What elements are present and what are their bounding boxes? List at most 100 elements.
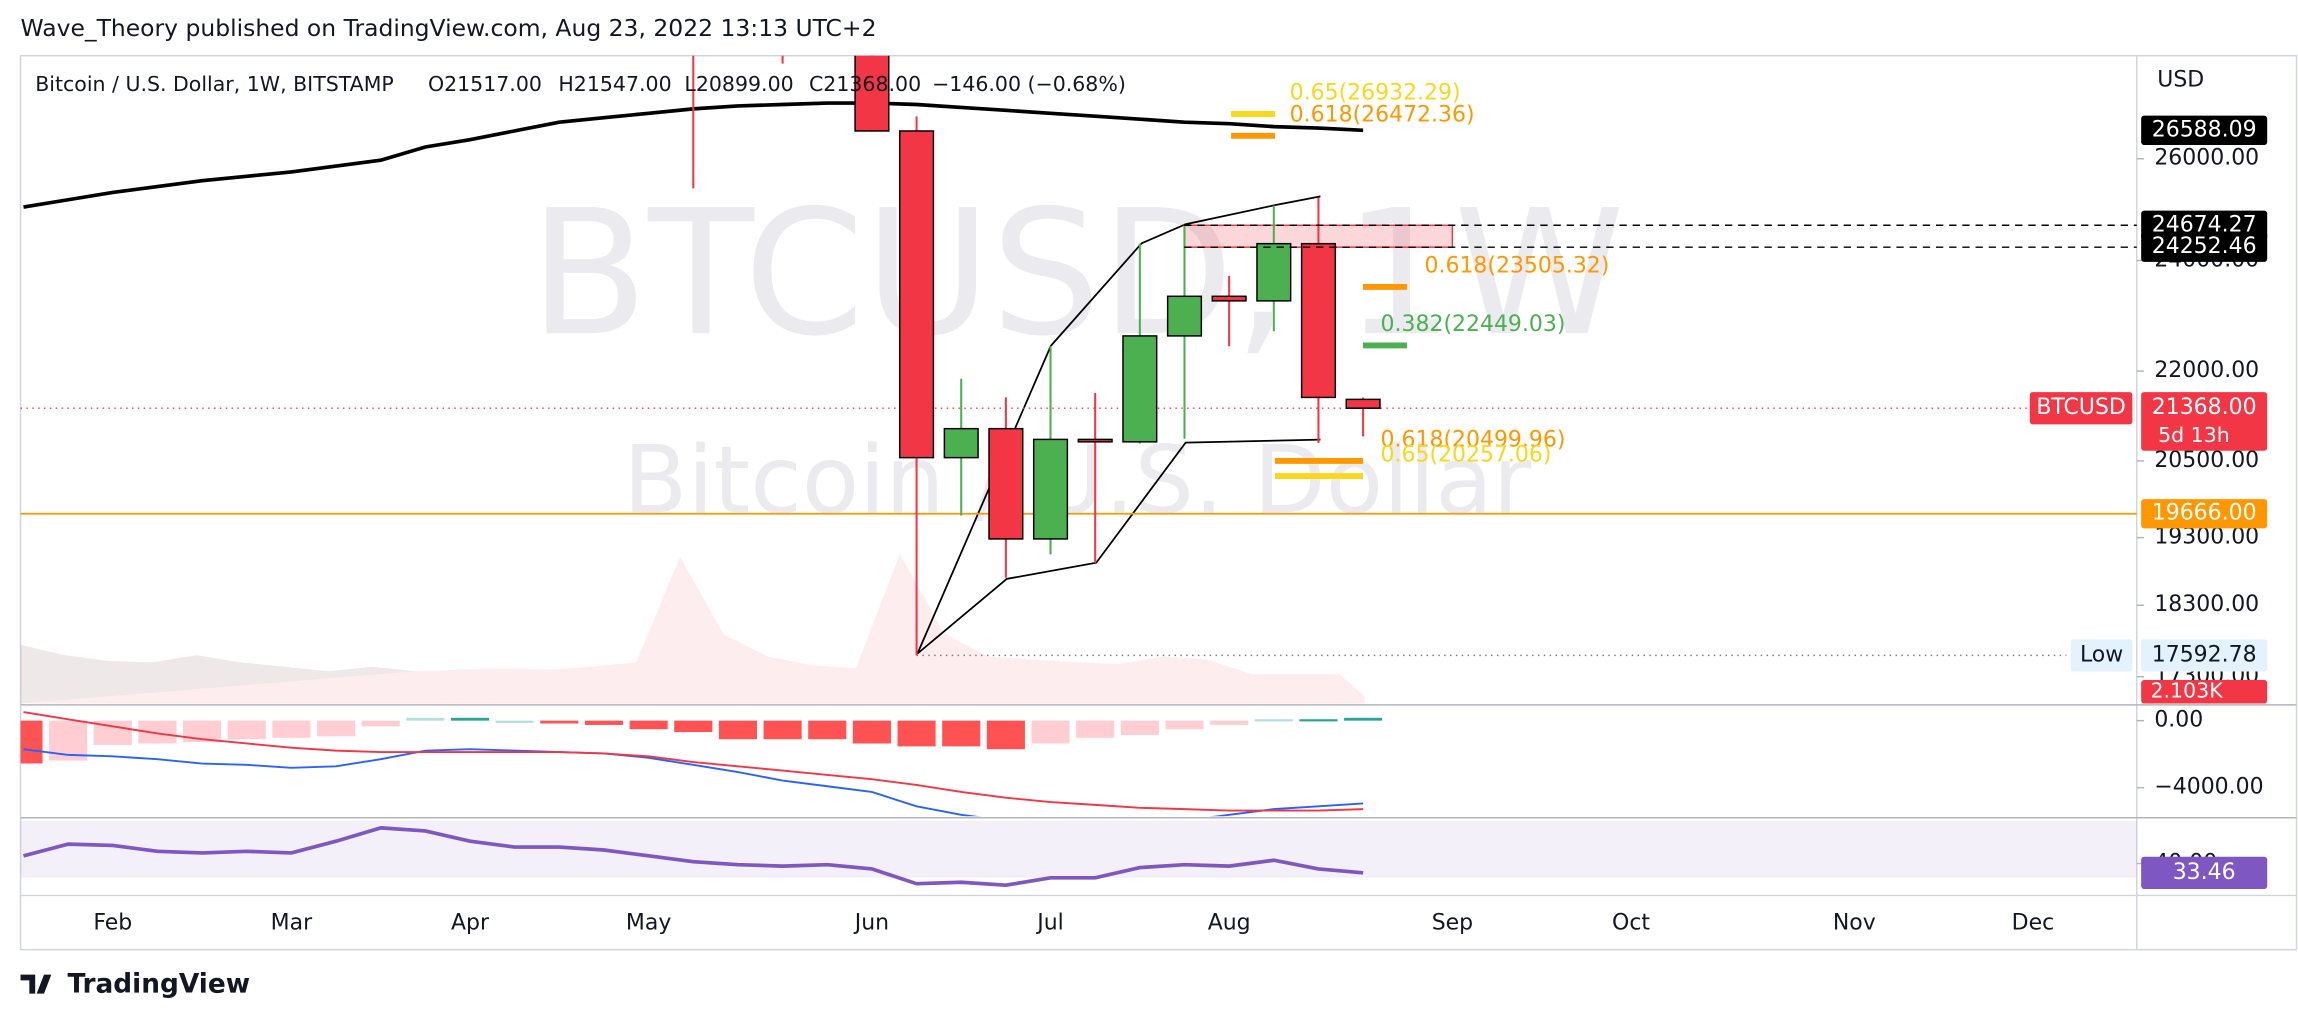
- macd-histogram-bar: [495, 720, 534, 723]
- y-tick-label: 22000.00: [2154, 358, 2259, 383]
- current-name: BTCUSD: [2036, 395, 2125, 420]
- macd-histogram-bar: [20, 720, 43, 764]
- rsi-band: [20, 820, 2137, 878]
- channel-line: [916, 438, 1321, 655]
- y-tick-label: 26000.00: [2154, 146, 2259, 171]
- macd-histogram-bar: [183, 720, 222, 743]
- macd-histogram-bar: [674, 720, 713, 733]
- y-tick-label: 20500.00: [2154, 448, 2259, 473]
- publisher: Wave_Theory published on TradingView.com…: [21, 14, 877, 42]
- macd-histogram-bar: [718, 720, 758, 740]
- x-tick-label: Feb: [93, 910, 132, 935]
- countdown: 5d 13h: [2158, 423, 2230, 447]
- low-value-label: 17592.78: [2152, 642, 2257, 667]
- rsi-pane: [20, 820, 2137, 888]
- signal-line: [23, 711, 1364, 812]
- macd-histogram-bar: [406, 717, 445, 721]
- price-pane: [20, 55, 2137, 704]
- legend-ohlc: −146.00 (−0.68%): [932, 72, 1126, 96]
- overlay: Feb Mar Apr May Jun Jul Aug Sep Oct Nov Dec 26000.0…: [93, 80, 2268, 935]
- candle-body: [1077, 438, 1113, 443]
- x-tick-label: May: [626, 910, 671, 935]
- macd-histogram-bar: [584, 720, 624, 725]
- candle-body: [1345, 398, 1381, 409]
- current-value: 21368.00: [2152, 395, 2257, 420]
- logo: TradingView: [20, 969, 250, 999]
- x-tick-label: Dec: [2012, 910, 2055, 935]
- legend-ohlc: L20899.00: [684, 72, 793, 96]
- candle-body: [1122, 335, 1158, 443]
- macd-histogram-bar: [361, 720, 400, 727]
- macd-histogram-bar: [897, 720, 936, 747]
- x-tick-label: Jul: [1035, 910, 1064, 935]
- macd-histogram-bar: [1210, 720, 1249, 725]
- fib-label: 0.618(23505.32): [1425, 253, 1610, 278]
- macd-histogram-bar: [763, 720, 802, 740]
- macd-line: [23, 748, 1364, 817]
- x-tick-label: Mar: [271, 910, 313, 935]
- volume-area: [20, 644, 417, 704]
- macd-histogram-bar: [1031, 720, 1070, 744]
- candle-body: [1211, 295, 1247, 302]
- fib-label: 0.65(20257.06): [1381, 443, 1552, 468]
- fib-label: 0.65(26932.29): [1290, 80, 1461, 105]
- x-tick-label: Aug: [1208, 910, 1251, 935]
- macd-histogram-bar: [1299, 719, 1338, 722]
- level-value-label: 24252.46: [2152, 234, 2257, 259]
- x-tick-label: Oct: [1612, 910, 1650, 935]
- legend-ohlc: H21547.00: [558, 72, 671, 96]
- watermark: Bitcoin / U.S. Dollar: [623, 426, 1532, 535]
- y-tick-label: 19300.00: [2154, 525, 2259, 550]
- macd-histogram-bar: [942, 720, 981, 747]
- current-name-box: [2029, 392, 2133, 425]
- level-value-label-box: [2141, 499, 2268, 529]
- macd-histogram-bar: [540, 720, 579, 724]
- current-value-box: [2141, 392, 2268, 451]
- macd-histogram-bar: [138, 720, 177, 744]
- macd-histogram-bar: [808, 720, 847, 740]
- legend-ohlc: C21368.00: [809, 72, 921, 96]
- candle-body: [1032, 438, 1069, 540]
- y-tick-label: −4000.00: [2154, 775, 2263, 800]
- logo-mark: [20, 974, 52, 994]
- frame: [19, 54, 2298, 951]
- candle-body: [898, 130, 935, 459]
- macd-histogram-bar: [1120, 720, 1159, 735]
- macd-histogram-bar: [1344, 717, 1383, 721]
- level-value-label: 19666.00: [2152, 501, 2257, 526]
- ma-value-label: 26588.09: [2152, 117, 2257, 142]
- y-tick-label: 18300.00: [2154, 592, 2259, 617]
- macd-histogram-bar: [450, 717, 490, 721]
- rsi-line: [23, 826, 1364, 888]
- ma-value-label-box: [2141, 115, 2268, 145]
- macd-histogram-bar: [227, 720, 266, 740]
- x-tick-label: Nov: [1833, 910, 1876, 935]
- legend-ohlc: O21517.00: [428, 72, 542, 96]
- legend-title: Bitcoin / U.S. Dollar, 1W, BITSTAMP: [35, 72, 394, 96]
- x-tick-label: Jun: [853, 910, 889, 935]
- macd-histogram-bar: [986, 720, 1025, 750]
- fib-label: 0.618(20499.96): [1381, 427, 1566, 452]
- y-tick-label: 0.00: [2154, 708, 2203, 733]
- candle-body: [1256, 242, 1292, 302]
- low-name: Low: [2080, 642, 2123, 667]
- macd-histogram-bar: [317, 720, 356, 737]
- level-value-label-box: [2141, 232, 2268, 262]
- brand: TradingView: [67, 969, 250, 999]
- candle-body: [854, 55, 890, 132]
- candle-body: [988, 427, 1024, 540]
- macd-histogram-bar: [1165, 720, 1204, 730]
- macd-histogram-bar: [629, 720, 668, 730]
- low-name-box: [2070, 639, 2133, 672]
- volume-area: [20, 553, 1365, 704]
- macd-histogram-bar: [852, 720, 891, 744]
- macd-histogram-bar: [1254, 719, 1293, 722]
- rsi-value-label: 33.46: [2173, 860, 2236, 885]
- rsi-value-label-box: [2141, 856, 2268, 889]
- currency: USD: [2157, 68, 2204, 93]
- fib-label: 0.618(26472.36): [1290, 102, 1475, 127]
- watermark: BTCUSD, 1W: [530, 172, 1625, 374]
